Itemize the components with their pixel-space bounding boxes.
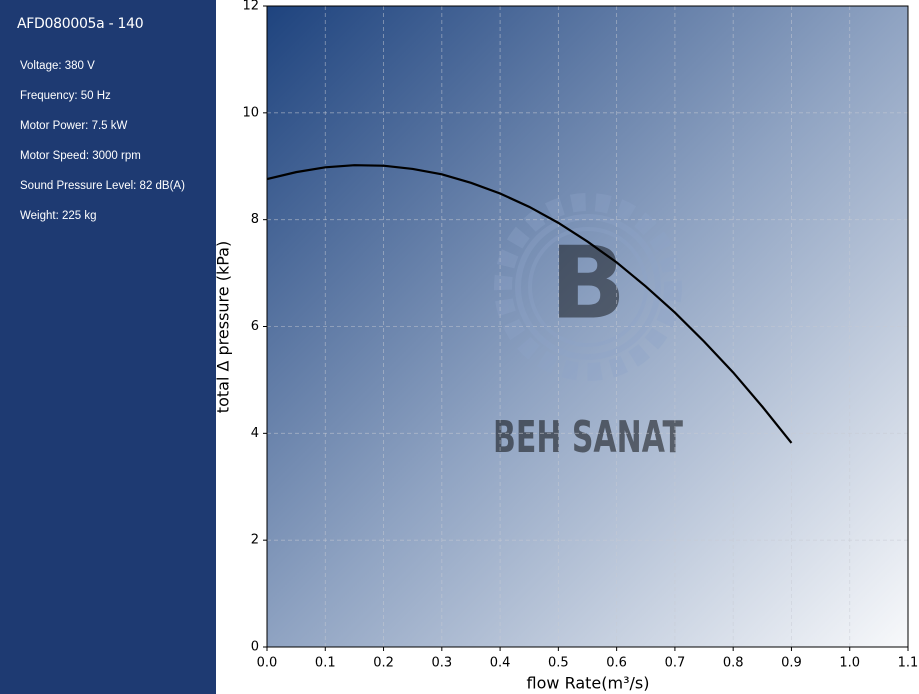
logo-letter: B [550, 224, 626, 341]
spec-item: Frequency: 50 Hz [20, 90, 111, 102]
x-tick-label: 0.2 [373, 656, 394, 671]
logo [494, 193, 682, 381]
x-tick-label: 0.1 [315, 656, 336, 671]
x-tick-label: 0.5 [548, 656, 569, 671]
spec-item: Weight: 225 kg [20, 210, 97, 222]
x-tick-label: 0.7 [665, 656, 686, 671]
curve [266, 164, 793, 444]
spec-item: Voltage: 380 V [20, 60, 95, 72]
y-tick-label: 12 [242, 0, 259, 14]
x-tick-label: 1.1 [898, 656, 919, 671]
x-tick-label: 1.0 [839, 656, 860, 671]
x-tick-label: 0.3 [431, 656, 452, 671]
sidebar: AFD080005a - 140 Voltage: 380 V Frequency… [0, 0, 216, 694]
x-tick-label: 0.8 [723, 656, 744, 671]
x-tick-label: 0.4 [490, 656, 511, 671]
y-tick-label: 0 [251, 640, 259, 655]
spec-item: Sound Pressure Level: 82 dB(A) [20, 180, 185, 192]
watermark: BEH SANAT [493, 412, 683, 463]
x-tick-label: 0.9 [781, 656, 802, 671]
y-axis-label: total Δ pressure (kPa) [216, 241, 233, 413]
y-tick-label: 4 [251, 426, 259, 441]
x-axis-label: flow Rate(m³/s) [527, 674, 650, 693]
x-tick-label: 0.0 [257, 656, 278, 671]
chart: B BEH SANAT flow Rate(m³/s) total Δ pres… [216, 0, 919, 693]
y-tick-label: 2 [251, 533, 259, 548]
y-tick-label: 10 [242, 105, 259, 120]
y-tick-label: 8 [251, 212, 259, 227]
plot-frame [266, 5, 909, 648]
spec-item: Motor Power: 7.5 kW [20, 120, 128, 132]
x-tick-label: 0.6 [606, 656, 627, 671]
model-title: AFD080005a - 140 [17, 16, 144, 32]
y-tick-label: 6 [251, 319, 259, 334]
spec-item: Motor Speed: 3000 rpm [20, 150, 141, 162]
